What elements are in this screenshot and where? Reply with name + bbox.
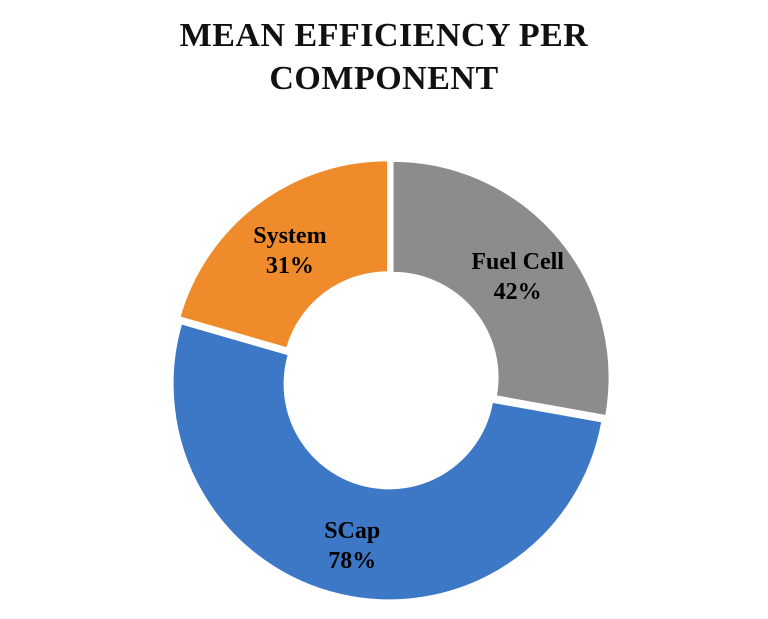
chart-title-line-1: MEAN EFFICIENCY PER [179,17,589,54]
slice-value-fuel-cell: 42% [494,279,542,305]
slice-label-scap: SCap 78% [324,518,380,574]
slice-category-system: System [253,223,326,249]
slice-value-system: 31% [266,253,314,279]
chart-title: MEAN EFFICIENCY PER COMPONENT [0,14,768,100]
slice-fuel-cell [392,160,610,417]
slice-label-system: System 31% [253,223,326,279]
slice-label-fuel-cell: Fuel Cell 42% [471,249,564,305]
slice-scap [172,323,603,601]
donut-slices [172,160,610,601]
slice-system [179,160,389,349]
slice-labels: Fuel Cell 42% SCap 78% System 31% [253,223,564,574]
slice-value-scap: 78% [328,548,376,574]
chart-title-line-2: COMPONENT [269,60,499,97]
slice-category-scap: SCap [324,518,380,544]
slice-category-fuel-cell: Fuel Cell [471,249,564,275]
